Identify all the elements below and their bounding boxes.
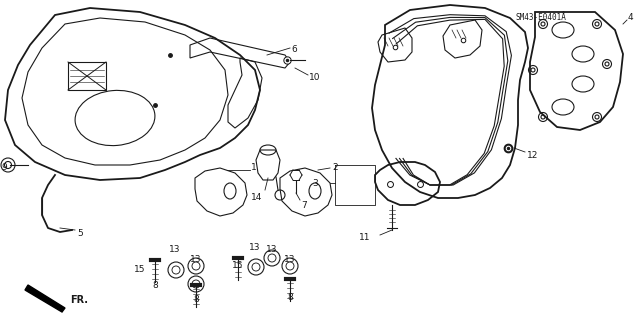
Text: 9: 9 (1, 164, 7, 173)
Polygon shape (25, 285, 65, 312)
Text: 11: 11 (359, 234, 371, 242)
Text: 8: 8 (152, 280, 158, 290)
Text: 13: 13 (266, 246, 278, 255)
Text: 13: 13 (284, 256, 296, 264)
Text: 4: 4 (628, 12, 634, 21)
Text: 8: 8 (287, 293, 293, 301)
Text: 6: 6 (291, 46, 297, 55)
Text: SM43-E0401Å: SM43-E0401Å (515, 13, 566, 22)
Text: 13: 13 (190, 256, 202, 264)
Text: 12: 12 (527, 151, 538, 160)
Text: 15: 15 (232, 261, 244, 270)
Text: 15: 15 (134, 265, 146, 275)
Text: 3: 3 (312, 179, 318, 188)
Text: 7: 7 (301, 201, 307, 210)
Text: FR.: FR. (70, 295, 88, 305)
Text: 8: 8 (193, 295, 199, 305)
Text: 14: 14 (252, 192, 262, 202)
Text: 5: 5 (77, 228, 83, 238)
Text: 13: 13 (169, 244, 180, 254)
Text: 10: 10 (309, 72, 321, 81)
Text: 2: 2 (332, 162, 338, 172)
Text: 13: 13 (249, 243, 260, 253)
Text: 1: 1 (251, 164, 257, 173)
